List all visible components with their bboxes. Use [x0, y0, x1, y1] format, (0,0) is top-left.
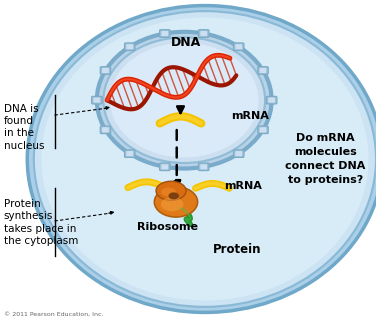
FancyBboxPatch shape: [91, 96, 102, 104]
FancyBboxPatch shape: [159, 30, 170, 37]
FancyBboxPatch shape: [259, 127, 266, 132]
FancyBboxPatch shape: [124, 150, 135, 157]
Ellipse shape: [97, 32, 272, 169]
FancyBboxPatch shape: [126, 44, 133, 49]
FancyBboxPatch shape: [200, 164, 207, 169]
FancyBboxPatch shape: [235, 44, 242, 49]
FancyBboxPatch shape: [93, 98, 100, 103]
Text: DNA is
found
in the
nucleus: DNA is found in the nucleus: [4, 104, 44, 151]
Ellipse shape: [41, 17, 368, 301]
FancyBboxPatch shape: [200, 31, 207, 36]
Ellipse shape: [168, 192, 179, 199]
Text: DNA: DNA: [171, 36, 201, 49]
FancyBboxPatch shape: [259, 68, 266, 73]
FancyBboxPatch shape: [233, 43, 244, 51]
Ellipse shape: [161, 197, 183, 211]
Text: Ribosome: Ribosome: [137, 222, 198, 232]
Text: mRNA: mRNA: [224, 181, 262, 191]
Ellipse shape: [34, 11, 376, 307]
FancyBboxPatch shape: [199, 163, 209, 171]
FancyBboxPatch shape: [258, 67, 268, 74]
FancyBboxPatch shape: [124, 43, 135, 51]
FancyBboxPatch shape: [268, 98, 275, 103]
FancyBboxPatch shape: [100, 126, 111, 134]
FancyBboxPatch shape: [159, 163, 170, 171]
FancyBboxPatch shape: [126, 151, 133, 156]
FancyBboxPatch shape: [258, 126, 268, 134]
Ellipse shape: [161, 188, 176, 197]
FancyBboxPatch shape: [102, 127, 109, 132]
FancyBboxPatch shape: [233, 150, 244, 157]
Text: Protein: Protein: [212, 243, 261, 256]
FancyBboxPatch shape: [161, 31, 168, 36]
FancyBboxPatch shape: [235, 151, 242, 156]
Text: mRNA: mRNA: [231, 111, 269, 121]
FancyBboxPatch shape: [100, 67, 111, 74]
Ellipse shape: [27, 5, 376, 312]
Text: © 2011 Pearson Education, Inc.: © 2011 Pearson Education, Inc.: [4, 311, 103, 316]
Ellipse shape: [110, 43, 259, 157]
FancyBboxPatch shape: [161, 164, 168, 169]
Text: Do mRNA
molecules
connect DNA
to proteins?: Do mRNA molecules connect DNA to protein…: [285, 133, 365, 185]
Ellipse shape: [155, 187, 198, 217]
Ellipse shape: [156, 181, 186, 200]
FancyBboxPatch shape: [266, 96, 277, 104]
Ellipse shape: [103, 37, 265, 163]
FancyBboxPatch shape: [102, 68, 109, 73]
FancyBboxPatch shape: [199, 30, 209, 37]
Text: Protein
synthesis
takes place in
the cytoplasm: Protein synthesis takes place in the cyt…: [4, 199, 78, 246]
